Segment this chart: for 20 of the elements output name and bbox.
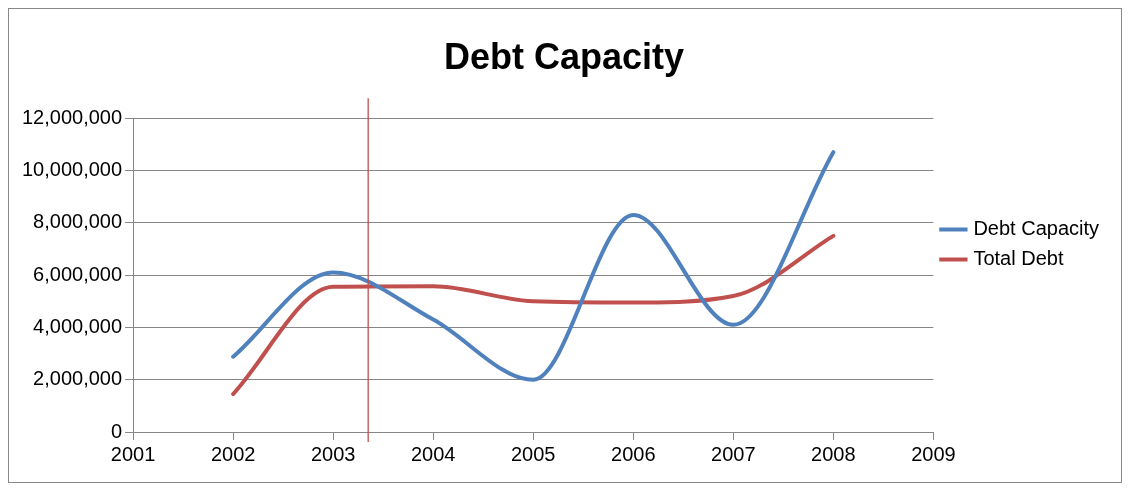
x-tick-label: 2007 xyxy=(711,442,756,465)
y-tick-label: 4,000,000 xyxy=(33,314,123,337)
x-tick-label: 2002 xyxy=(210,442,256,465)
x-tick-label: 2006 xyxy=(611,442,656,465)
y-tick-label: 8,000,000 xyxy=(33,210,123,233)
y-tick-label: 12,000,000 xyxy=(21,105,123,128)
y-tick-label: 10,000,000 xyxy=(21,158,123,181)
x-tick-label: 2005 xyxy=(510,442,556,465)
legend-label: Total Debt xyxy=(973,247,1064,270)
line-series xyxy=(231,150,836,382)
legend-label: Debt Capacity xyxy=(973,217,1100,240)
y-tick-label: 6,000,000 xyxy=(33,262,123,285)
y-tick-label: 0 xyxy=(110,419,123,442)
x-tick-label: 2001 xyxy=(110,442,156,465)
x-tick-label: 2004 xyxy=(410,442,456,465)
x-tick-label: 2003 xyxy=(310,442,356,465)
x-tick-label: 2008 xyxy=(811,442,856,465)
chart-title: Debt Capacity xyxy=(443,35,685,77)
x-tick-label: 2009 xyxy=(911,442,956,465)
y-tick-label: 2,000,000 xyxy=(33,367,123,390)
